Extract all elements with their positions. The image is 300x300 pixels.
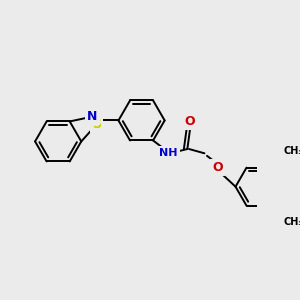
Text: CH₃: CH₃ xyxy=(284,217,300,227)
Text: N: N xyxy=(87,110,98,123)
Text: O: O xyxy=(212,161,223,174)
Text: O: O xyxy=(184,115,195,128)
Text: S: S xyxy=(92,118,101,131)
Text: NH: NH xyxy=(159,148,178,158)
Text: CH₃: CH₃ xyxy=(284,146,300,156)
